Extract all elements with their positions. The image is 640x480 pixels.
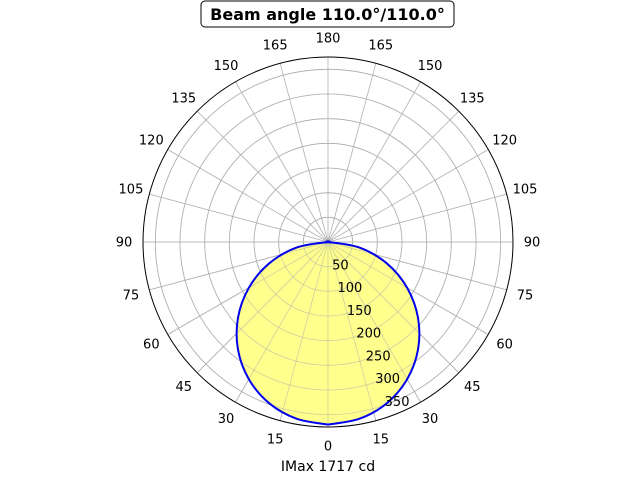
angle-tick-label: 135 (171, 91, 196, 106)
angular-gridline (149, 193, 329, 243)
angle-tick-label: 150 (418, 59, 443, 74)
angular-gridline (167, 149, 329, 243)
angular-gridline-overlay (327, 241, 460, 374)
radial-tick-label: 300 (375, 372, 400, 387)
angle-tick-label: 30 (218, 412, 235, 427)
label-layer: 0 15 30 45 60 75 90 105 120 135 150 165 180 15 30 45 60 7… (116, 32, 541, 455)
radial-tick-label: 350 (385, 395, 410, 410)
angle-tick-label: 0 (324, 440, 332, 455)
angle-tick-label: 30 (422, 412, 439, 427)
angle-tick-label: 60 (143, 338, 160, 353)
angle-tick-label: 15 (267, 433, 284, 448)
angular-gridline-overlay (235, 241, 329, 403)
angle-tick-label: 135 (460, 91, 485, 106)
angle-tick-label: 180 (316, 32, 341, 47)
angle-tick-label: 75 (123, 288, 140, 303)
radial-tick-label: 250 (366, 349, 391, 364)
angle-tick-label: 15 (373, 433, 390, 448)
x-axis-label: IMax 1717 cd (281, 459, 375, 475)
angular-gridline (327, 193, 507, 243)
polar-frame (142, 56, 514, 428)
angular-gridline (327, 149, 489, 243)
angular-gridline-overlay (279, 241, 329, 421)
angle-tick-label: 105 (513, 183, 538, 198)
angular-gridline-overlay (196, 241, 329, 374)
frame-layer (142, 56, 514, 428)
angular-gridline (235, 81, 329, 243)
angle-tick-label: 60 (496, 338, 513, 353)
angle-tick-label: 165 (368, 38, 393, 53)
angular-gridline-overlay (327, 241, 421, 403)
angle-tick-label: 75 (517, 288, 534, 303)
angle-tick-label: 120 (139, 134, 164, 149)
angle-tick-label: 45 (464, 380, 481, 395)
data-layer (143, 68, 513, 427)
angular-gridline-overlay (327, 241, 377, 421)
angle-tick-label: 150 (214, 59, 239, 74)
angular-gridline (327, 110, 460, 243)
angular-gridline (279, 63, 329, 243)
chart-title: Beam angle 110.0°/110.0° (210, 5, 445, 24)
angular-gridline (327, 63, 377, 243)
radial-tick-label: 50 (332, 258, 349, 273)
angle-tick-label: 90 (116, 236, 133, 251)
angle-tick-label: 165 (263, 38, 288, 53)
angular-gridline (327, 81, 421, 243)
angular-gridline (196, 110, 329, 243)
angle-tick-label: 45 (175, 380, 192, 395)
angular-gridline-overlay (149, 241, 329, 291)
radial-tick-label: 150 (347, 304, 372, 319)
angle-tick-label: 120 (492, 134, 517, 149)
angle-tick-label: 90 (524, 236, 541, 251)
angle-tick-label: 105 (119, 183, 144, 198)
angular-gridline-overlay (327, 241, 507, 291)
radial-tick-label: 200 (356, 327, 381, 342)
series-line (235, 240, 421, 426)
chart-title-box (200, 0, 455, 28)
radial-tick-label: 100 (337, 281, 362, 296)
